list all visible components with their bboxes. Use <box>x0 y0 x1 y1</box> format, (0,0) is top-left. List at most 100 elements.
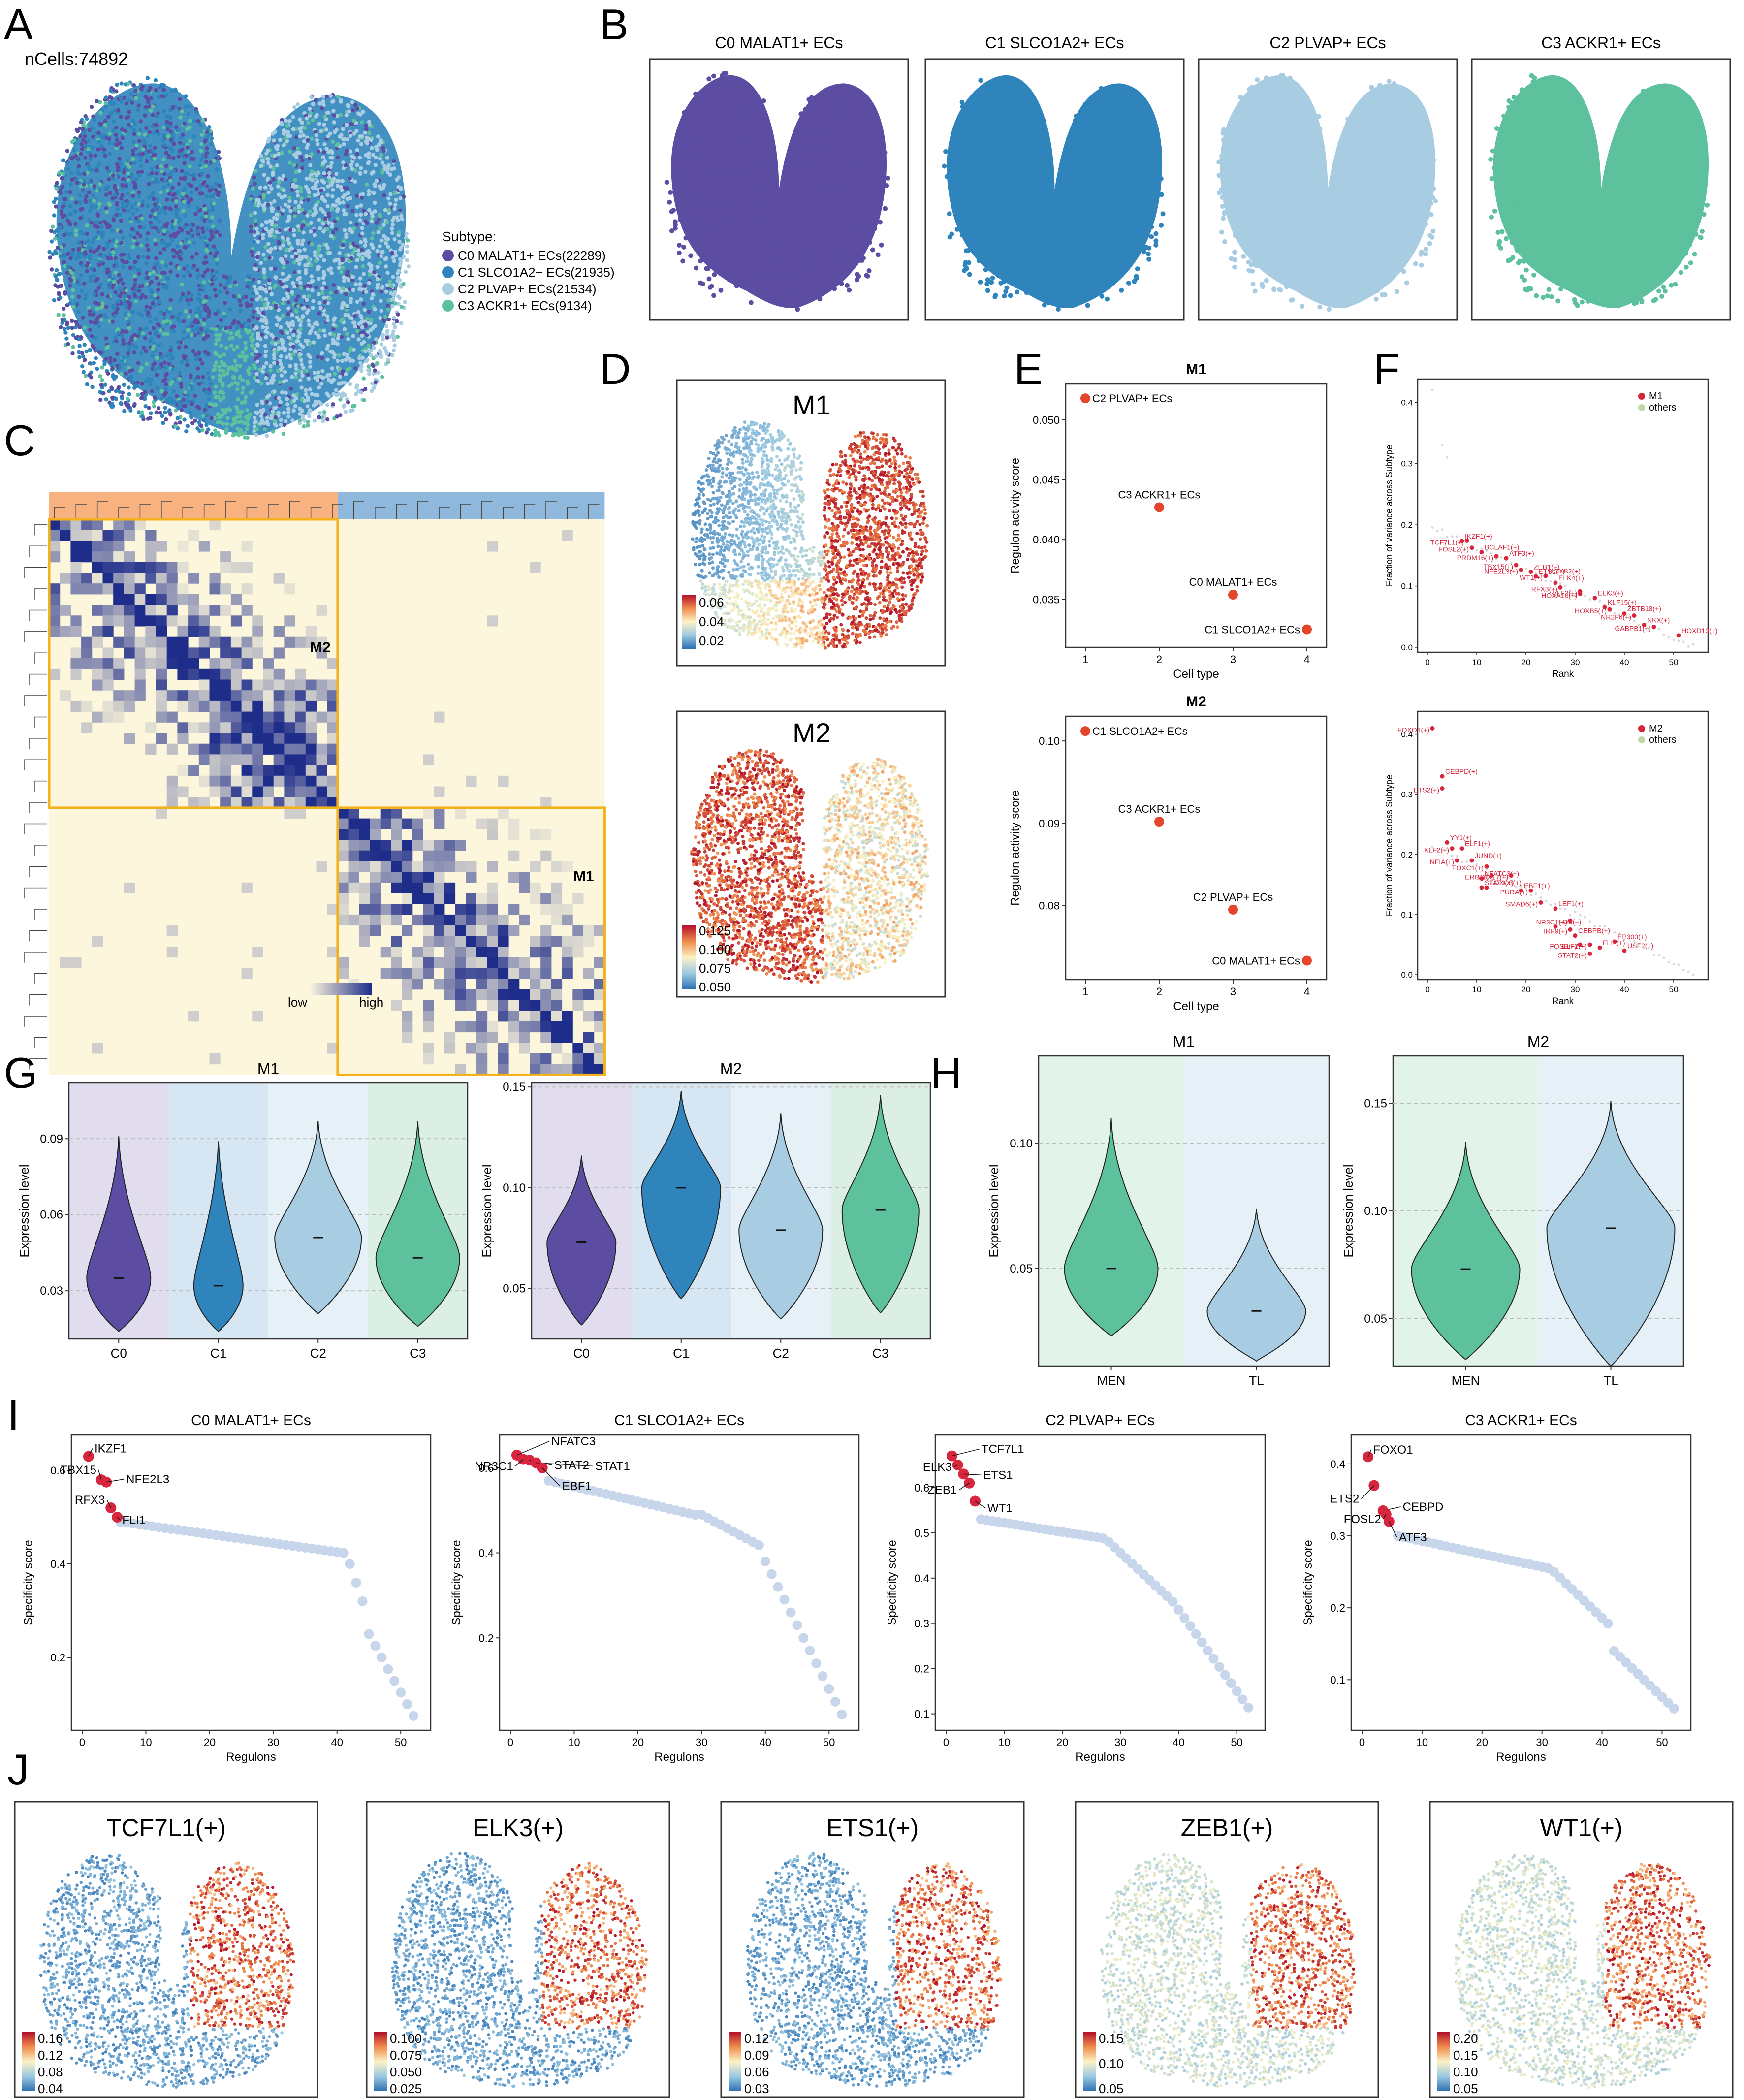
cell-point <box>119 372 123 376</box>
figure-canvas: A nCells:74892 Subtype: C0 MALAT1+ ECs(2… <box>0 0 1744 2100</box>
cell-point <box>379 153 383 157</box>
cell-point <box>151 209 155 213</box>
cell-point <box>144 126 148 130</box>
cell-point <box>195 326 199 330</box>
cell-point <box>206 371 210 375</box>
cell-point <box>88 257 92 261</box>
cell-point <box>325 358 329 362</box>
cell-point <box>331 188 335 191</box>
cell-point <box>385 351 389 355</box>
cell-point <box>260 159 264 162</box>
cell-point <box>80 207 84 211</box>
cell-point <box>202 337 206 341</box>
cell-point <box>175 274 179 278</box>
cell-point <box>259 261 263 265</box>
cell-point <box>345 113 349 117</box>
cell-point <box>321 99 325 103</box>
cell-point <box>216 420 220 424</box>
cell-point <box>361 264 365 268</box>
cell-point <box>323 334 327 338</box>
cell-point <box>84 194 88 198</box>
cell-point <box>83 156 87 160</box>
cell-point <box>68 204 72 208</box>
cell-point <box>180 283 184 286</box>
cell-point <box>342 352 346 356</box>
cell-point <box>176 244 180 248</box>
cell-point <box>188 223 192 227</box>
cell-point <box>120 146 124 150</box>
cell-point <box>156 197 159 201</box>
cell-point <box>152 270 156 274</box>
cell-point <box>333 372 337 376</box>
cell-point <box>171 106 175 110</box>
cell-point <box>221 422 225 426</box>
cell-point <box>82 190 86 193</box>
cell-point <box>351 404 355 408</box>
cell-point <box>308 360 312 364</box>
cell-point <box>215 167 219 171</box>
cell-point <box>336 95 340 98</box>
cell-point <box>232 348 236 351</box>
cell-point <box>133 236 137 240</box>
cell-point <box>192 241 196 245</box>
cell-point <box>128 266 132 270</box>
cell-point <box>263 344 267 348</box>
cell-point <box>310 152 314 156</box>
cell-point <box>337 266 341 270</box>
cell-point <box>358 361 362 365</box>
cell-point <box>169 138 173 142</box>
cell-point <box>264 361 268 365</box>
cell-point <box>188 273 192 277</box>
cell-point <box>244 395 248 399</box>
cell-point <box>309 95 313 99</box>
cell-point <box>249 224 253 228</box>
cell-point <box>303 248 307 252</box>
cell-point <box>316 192 320 196</box>
cell-point <box>385 220 389 224</box>
cell-point <box>186 328 190 332</box>
cell-point <box>155 171 159 175</box>
cell-point <box>245 354 249 358</box>
cell-point <box>250 250 254 254</box>
cell-point <box>191 349 195 353</box>
cell-point <box>189 228 193 232</box>
cell-point <box>52 213 56 217</box>
cell-point <box>282 297 285 301</box>
cell-point <box>62 260 65 264</box>
cell-point <box>299 286 303 290</box>
cell-point <box>90 385 94 389</box>
cell-point <box>160 240 164 244</box>
cell-point <box>146 204 150 208</box>
cell-point <box>182 122 186 126</box>
cell-point <box>186 424 190 428</box>
cell-point <box>70 351 74 355</box>
cell-point <box>176 416 180 420</box>
cell-point <box>358 171 362 175</box>
cell-point <box>402 255 406 259</box>
cell-point <box>351 288 355 292</box>
cell-point <box>379 299 382 303</box>
cell-point <box>363 131 367 135</box>
panel-a: A nCells:74892 Subtype: C0 MALAT1+ ECs(2… <box>4 0 615 440</box>
cell-point <box>268 286 272 290</box>
cell-point <box>266 422 270 426</box>
cell-point <box>131 212 135 216</box>
cell-point <box>269 333 273 337</box>
cell-point <box>296 294 300 298</box>
cell-point <box>83 134 87 138</box>
cell-point <box>322 142 326 146</box>
cell-point <box>393 343 397 347</box>
cell-point <box>250 297 254 301</box>
cell-point <box>177 182 181 186</box>
cell-point <box>290 375 294 379</box>
cell-point <box>160 260 164 264</box>
cell-point <box>296 102 300 106</box>
cell-point <box>253 211 257 215</box>
cell-point <box>350 209 354 213</box>
cell-point <box>200 361 204 365</box>
cell-point <box>383 208 387 212</box>
cell-point <box>168 122 172 126</box>
cell-point <box>385 156 389 159</box>
cell-point <box>88 158 92 161</box>
cell-point <box>200 226 204 230</box>
